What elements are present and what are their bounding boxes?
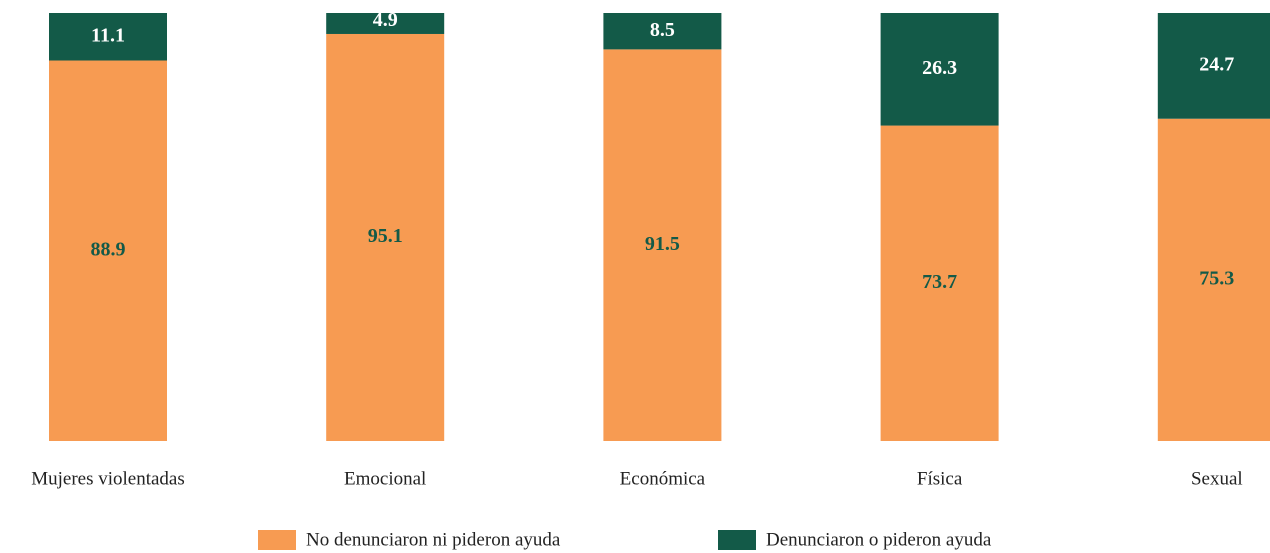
x-tick-label: Mujeres violentadas xyxy=(31,468,185,489)
value-label: 11.1 xyxy=(91,24,125,46)
bar-segment xyxy=(603,49,722,441)
value-label: 24.7 xyxy=(1199,53,1234,75)
x-tick-label: Emocional xyxy=(344,468,426,489)
x-tick-label: Sexual xyxy=(1191,468,1243,489)
x-tick-label: Física xyxy=(917,468,963,489)
bar-segment xyxy=(1157,13,1270,119)
value-label: 26.3 xyxy=(922,57,957,79)
legend-label: Denunciaron o pideron ayuda xyxy=(766,529,992,550)
legend-swatch xyxy=(258,530,296,550)
bar-segment xyxy=(326,33,445,442)
value-label: 73.7 xyxy=(922,271,957,293)
bar-segment xyxy=(880,125,999,442)
legend-label: No denunciaron ni pideron ayuda xyxy=(306,529,561,550)
bar-segment xyxy=(603,13,722,50)
x-tick-label: Económica xyxy=(620,468,706,489)
value-label: 91.5 xyxy=(645,233,680,255)
bar-segment xyxy=(326,13,445,34)
bar-segment xyxy=(49,60,167,442)
bar-segment xyxy=(1157,118,1270,441)
value-label: 4.9 xyxy=(373,9,398,31)
legend-swatch xyxy=(718,530,756,550)
bar-segment xyxy=(880,13,999,126)
bar-segment xyxy=(49,13,167,61)
value-label: 75.3 xyxy=(1199,267,1234,289)
value-label: 8.5 xyxy=(650,19,675,41)
value-label: 95.1 xyxy=(368,225,403,247)
value-label: 88.9 xyxy=(91,238,126,260)
